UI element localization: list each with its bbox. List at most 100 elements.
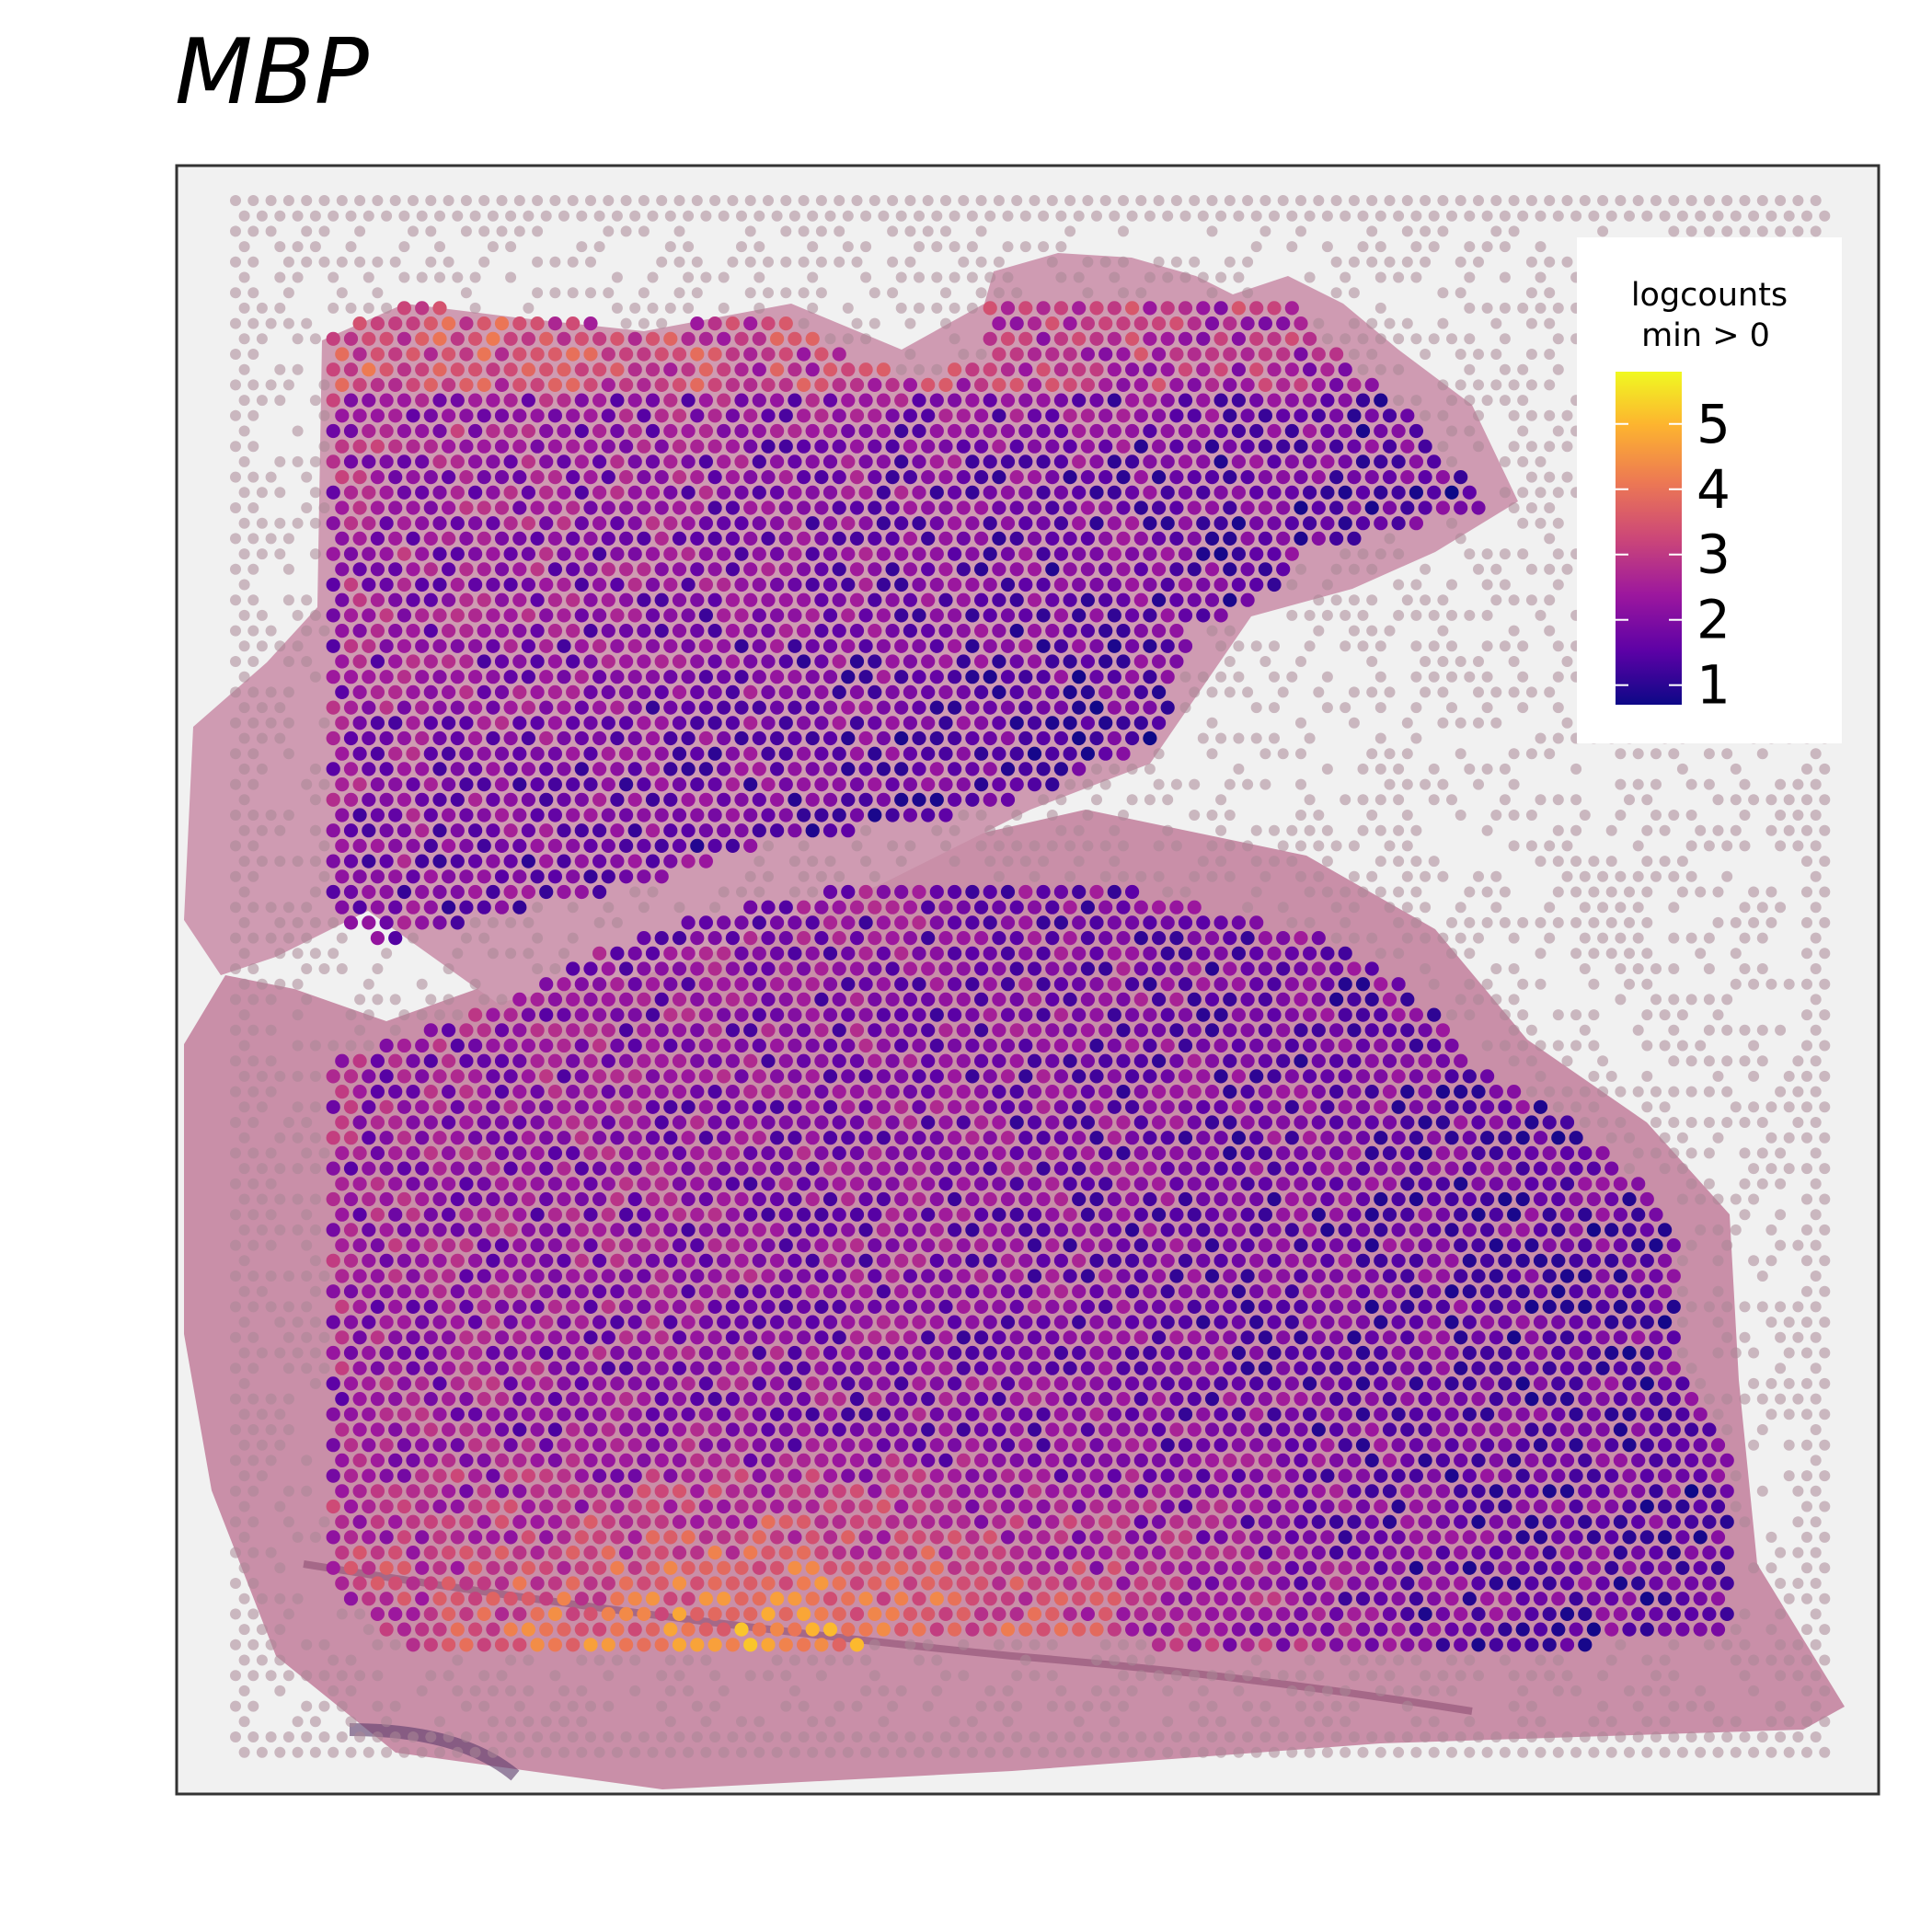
background-spot: [1401, 594, 1413, 606]
background-spot: [1739, 1639, 1751, 1650]
expression-spot: [698, 977, 714, 992]
expression-spot: [467, 670, 483, 684]
background-spot: [1792, 1117, 1804, 1128]
expression-spot: [1213, 1038, 1228, 1053]
expression-spot: [530, 439, 545, 454]
expression-spot: [1196, 915, 1211, 930]
expression-spot: [512, 900, 527, 914]
expression-spot: [734, 608, 749, 623]
background-spot: [265, 1670, 277, 1682]
background-spot: [1801, 886, 1812, 898]
background-spot: [1561, 409, 1573, 421]
expression-spot: [1462, 485, 1477, 500]
background-spot: [1348, 717, 1360, 729]
background-spot: [1641, 856, 1653, 868]
expression-spot: [1133, 592, 1148, 607]
background-spot: [1499, 302, 1511, 314]
expression-spot: [956, 684, 971, 700]
background-spot: [1792, 810, 1804, 821]
background-spot: [1446, 1746, 1457, 1758]
background-spot: [593, 1746, 605, 1758]
background-spot: [1428, 978, 1440, 990]
expression-spot: [1196, 977, 1211, 992]
background-spot: [1082, 778, 1094, 790]
expression-spot: [423, 592, 438, 607]
expression-spot: [983, 454, 997, 469]
background-spot: [1739, 195, 1751, 206]
expression-spot: [698, 700, 714, 715]
background-spot: [966, 302, 978, 314]
background-spot: [1525, 1670, 1537, 1682]
background-spot: [1348, 1731, 1360, 1742]
expression-spot: [1125, 393, 1140, 408]
background-spot: [1189, 256, 1201, 268]
expression-spot: [876, 577, 891, 592]
expression-spot: [645, 854, 661, 868]
expression-spot: [938, 746, 953, 761]
expression-spot: [467, 1069, 483, 1084]
expression-spot: [894, 638, 909, 653]
expression-spot: [1364, 1023, 1379, 1038]
expression-spot: [885, 654, 900, 669]
expression-spot: [761, 1053, 776, 1068]
background-spot: [256, 517, 268, 529]
expression-spot: [512, 469, 527, 485]
background-spot: [469, 916, 481, 928]
expression-spot: [1187, 992, 1202, 1006]
expression-spot: [406, 777, 420, 792]
expression-spot: [583, 808, 598, 822]
expression-spot: [876, 977, 891, 992]
expression-spot: [1045, 716, 1060, 730]
background-spot: [1801, 1132, 1812, 1144]
expression-spot: [1063, 931, 1077, 946]
expression-spot: [335, 1085, 350, 1099]
background-spot: [1401, 225, 1413, 237]
expression-spot: [450, 608, 465, 623]
background-spot: [496, 1731, 508, 1742]
background-spot: [718, 1746, 730, 1758]
background-spot: [975, 195, 987, 206]
expression-spot: [743, 316, 758, 331]
expression-spot: [761, 654, 776, 669]
background-spot: [1393, 794, 1405, 806]
expression-spot: [1036, 362, 1051, 377]
background-spot: [1215, 671, 1227, 683]
background-spot: [1464, 763, 1476, 775]
background-spot: [1259, 1731, 1271, 1742]
background-spot: [709, 1700, 721, 1712]
background-spot: [1366, 748, 1378, 760]
background-spot: [265, 1639, 277, 1650]
expression-spot: [1098, 654, 1113, 669]
background-spot: [1304, 1746, 1316, 1758]
background-spot: [301, 1731, 313, 1742]
background-spot: [523, 916, 535, 928]
background-spot: [1455, 256, 1466, 268]
expression-spot: [849, 808, 865, 822]
expression-spot: [912, 1007, 926, 1022]
expression-spot: [948, 546, 962, 561]
expression-spot: [814, 562, 829, 577]
background-spot: [238, 948, 250, 960]
background-spot: [274, 856, 286, 868]
background-spot: [1703, 1055, 1715, 1067]
expression-spot: [557, 670, 571, 684]
expression-spot: [1329, 961, 1344, 976]
background-spot: [1304, 732, 1316, 744]
expression-spot: [876, 638, 891, 653]
background-spot: [1189, 1670, 1201, 1682]
expression-spot: [1213, 301, 1228, 316]
background-spot: [1099, 195, 1111, 206]
background-spot: [434, 271, 445, 283]
background-spot: [238, 271, 250, 283]
background-spot: [1730, 948, 1742, 960]
background-spot: [1588, 1101, 1600, 1113]
background-spot: [1490, 317, 1502, 329]
expression-spot: [698, 546, 714, 561]
expression-spot: [948, 638, 962, 653]
background-spot: [1410, 1654, 1422, 1666]
expression-spot: [885, 439, 900, 454]
expression-spot: [539, 516, 554, 531]
expression-spot: [1355, 423, 1371, 439]
expression-spot: [530, 408, 545, 423]
background-spot: [1038, 241, 1050, 253]
